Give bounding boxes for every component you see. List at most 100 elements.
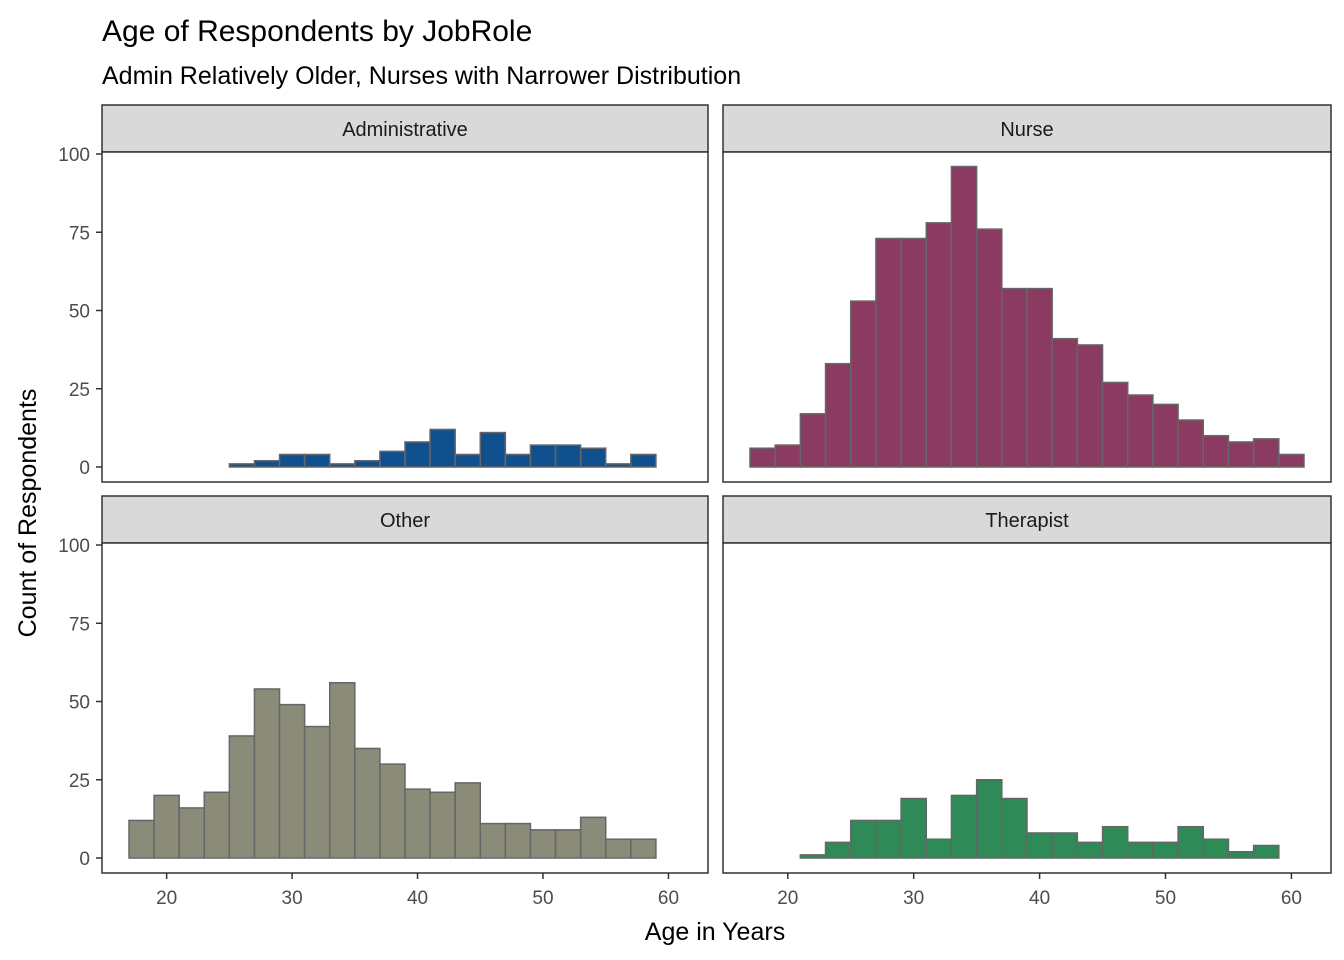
histogram-bar <box>328 681 356 859</box>
x-axis-label: Age in Years <box>645 918 785 946</box>
facet-strip <box>101 104 709 153</box>
panel-border <box>101 151 709 483</box>
panel-border <box>722 542 1332 874</box>
histogram-bar <box>1227 850 1255 859</box>
histogram-bar <box>379 763 406 859</box>
x-tick-label: 30 <box>903 888 924 909</box>
facet-panels: Administrative 0 25 50 75 100 Nurse Other 0 25 50 7… <box>58 104 1332 909</box>
histogram-bar <box>479 431 507 468</box>
chart-title: Age of Respondents by JobRole <box>102 15 532 48</box>
panel-border <box>101 542 709 874</box>
x-tick-label: 40 <box>1029 888 1050 909</box>
histogram-bar <box>1076 344 1104 468</box>
histogram-bar <box>454 782 482 859</box>
x-tick-label: 20 <box>156 888 177 909</box>
y-tick-label: 75 <box>69 614 90 635</box>
histogram-bar <box>749 447 776 468</box>
histogram-bar <box>278 703 306 859</box>
y-tick-label: 100 <box>58 536 90 557</box>
histogram-bar <box>1252 844 1280 859</box>
y-tick-label: 50 <box>69 302 90 323</box>
histogram-bar <box>203 791 231 859</box>
histogram-bar <box>504 453 532 468</box>
histogram-bar <box>504 822 532 859</box>
histogram-bar <box>328 463 356 468</box>
histogram-bar <box>849 300 877 468</box>
histogram-bar <box>975 228 1003 468</box>
histogram-bar <box>900 797 928 859</box>
y-tick-label: 25 <box>69 380 90 401</box>
y-axis-label: Count of Respondents <box>14 389 42 638</box>
y-tick-label: 50 <box>69 693 90 714</box>
facet-strip-label: Administrative <box>342 119 468 141</box>
histogram-bar <box>303 453 331 468</box>
histogram-bar <box>354 459 381 468</box>
histogram-bar <box>950 165 978 468</box>
histogram-bar <box>153 794 180 859</box>
histogram-bar <box>1202 434 1230 468</box>
histogram-bar <box>1101 825 1129 859</box>
y-tick-label: 25 <box>69 771 90 792</box>
histogram-bar <box>228 463 256 468</box>
histogram-bar <box>1001 287 1028 468</box>
histogram-bar <box>1051 832 1079 859</box>
histogram-bar <box>1278 453 1305 468</box>
panel-therapist: Therapist 20 30 40 50 60 <box>722 495 1332 909</box>
y-tick-label: 0 <box>79 458 90 479</box>
histogram-bar <box>604 463 632 468</box>
x-tick-label: 20 <box>777 888 798 909</box>
histogram-bar <box>354 747 381 859</box>
facet-strip-label: Other <box>380 510 430 532</box>
histogram-bar <box>875 237 902 468</box>
y-tick-label: 75 <box>69 223 90 244</box>
histogram-bar <box>1177 825 1205 859</box>
histogram-bar <box>604 838 632 859</box>
x-tick-label: 60 <box>658 888 679 909</box>
histogram-bar <box>379 450 406 468</box>
histogram-bar <box>1076 841 1104 859</box>
histogram-bar <box>925 838 953 859</box>
histogram-bar <box>579 816 607 859</box>
panel-other: Other 0 25 50 75 100 20 30 40 50 60 <box>58 495 709 909</box>
histogram-bar <box>253 688 281 859</box>
histogram-bar <box>1152 841 1179 859</box>
histogram-bar <box>278 453 306 468</box>
histogram-bar <box>1227 441 1255 468</box>
histogram-bar <box>529 829 557 859</box>
histogram-bar <box>579 447 607 468</box>
histogram-bar <box>1051 337 1079 468</box>
x-tick-label: 30 <box>282 888 303 909</box>
histogram-bar <box>925 222 953 468</box>
histogram-bar <box>975 779 1003 859</box>
histogram-bar <box>1126 841 1154 859</box>
histogram-bar <box>454 453 482 468</box>
panel-border <box>722 151 1332 483</box>
histogram-bar <box>1026 832 1053 859</box>
histogram-bar <box>849 819 877 859</box>
y-tick-label: 0 <box>79 849 90 870</box>
chart-subtitle: Admin Relatively Older, Nurses with Narr… <box>102 62 741 90</box>
histogram-bar <box>429 791 456 859</box>
histogram-bar <box>799 854 827 859</box>
histogram-bar <box>1202 838 1230 859</box>
histogram-bar <box>404 441 431 468</box>
histogram-bar <box>1001 797 1028 859</box>
histogram-bar <box>529 444 557 468</box>
histogram-bar <box>479 822 507 859</box>
histogram-bar <box>824 841 852 859</box>
histogram-bar <box>404 788 431 859</box>
panel-administrative: Administrative 0 25 50 75 100 <box>58 104 709 483</box>
histogram-bar <box>630 453 657 468</box>
panel-background <box>102 152 708 482</box>
histogram-bar <box>900 237 928 468</box>
histogram-bar <box>1126 394 1154 468</box>
histogram-bar <box>429 428 456 468</box>
histogram-bar <box>1026 287 1053 468</box>
facet-strip <box>722 495 1332 544</box>
histogram-bar <box>253 459 281 468</box>
panel-nurse: Nurse <box>722 104 1332 483</box>
facet-strip <box>101 495 709 544</box>
histogram-bar <box>630 838 657 859</box>
facet-strip <box>722 104 1332 153</box>
